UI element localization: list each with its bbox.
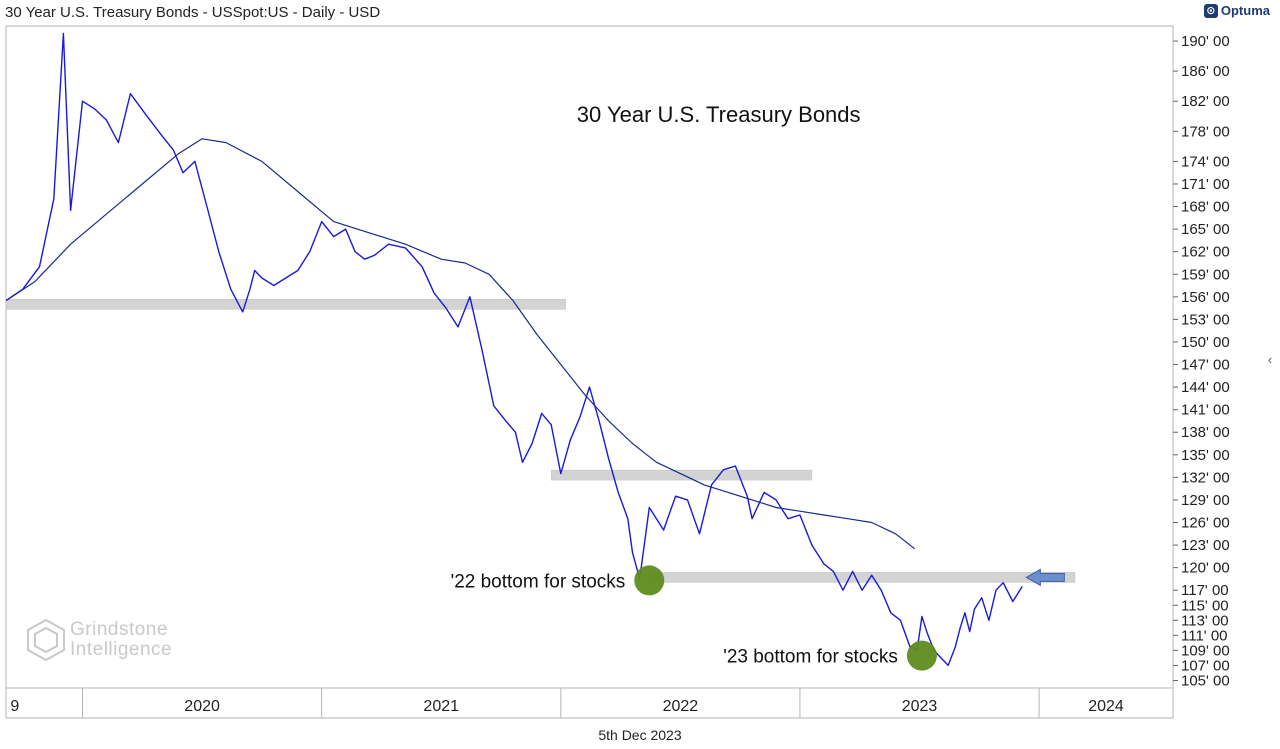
x-axis-label: 2023: [902, 698, 938, 715]
plot-frame: [5, 25, 1174, 719]
y-tick-label: 186' 00: [1181, 63, 1230, 80]
y-tick-label: 129' 00: [1181, 492, 1230, 509]
y-tick-label: 153' 00: [1181, 311, 1230, 328]
x-axis-label: 2021: [423, 698, 459, 715]
moving-average-line: [6, 138, 916, 550]
y-tick-label: 111' 00: [1181, 627, 1228, 644]
y-tick-label: 156' 00: [1181, 289, 1230, 306]
support-zone: [550, 469, 813, 481]
y-tick-label: 123' 00: [1181, 537, 1230, 554]
watermark: Grindstone Intelligence: [26, 618, 172, 662]
bottom-marker: [634, 565, 665, 596]
grindstone-logo-icon: [27, 618, 65, 662]
y-tick-label: 150' 00: [1181, 334, 1230, 351]
watermark-line2: Intelligence: [70, 639, 173, 660]
y-tick-label: 126' 00: [1181, 515, 1230, 532]
chart-title: 30 Year U.S. Treasury Bonds: [577, 102, 861, 127]
brand-logo: ⊙ Optuma: [1203, 3, 1270, 18]
annotation-label: '23 bottom for stocks: [723, 647, 898, 668]
y-tick-label: 135' 00: [1181, 447, 1230, 464]
y-tick-label: 168' 00: [1181, 199, 1230, 216]
y-tick-label: 190' 00: [1181, 33, 1230, 50]
y-tick-label: 147' 00: [1181, 357, 1230, 374]
y-tick-label: 171' 00: [1181, 176, 1230, 193]
x-axis-label: 9: [10, 698, 19, 715]
y-tick-label: 115' 00: [1181, 597, 1229, 614]
support-zone: [649, 572, 1076, 583]
y-tick-label: 141' 00: [1181, 402, 1230, 419]
y-tick-label: 105' 00: [1181, 672, 1230, 689]
chart-footer-date: 5th Dec 2023: [598, 727, 682, 743]
y-tick-label: 182' 00: [1181, 93, 1230, 110]
side-panel-toggle-icon[interactable]: ‹: [1267, 352, 1273, 367]
y-tick-label: 138' 00: [1181, 424, 1230, 441]
annotation-label: '22 bottom for stocks: [451, 571, 626, 592]
y-tick-label: 178' 00: [1181, 123, 1230, 140]
optuma-logo-icon: ⊙: [1203, 3, 1218, 18]
arrow-icon: [1025, 568, 1065, 587]
y-tick-label: 113' 00: [1181, 612, 1229, 629]
chart-header-title: 30 Year U.S. Treasury Bonds - USSpot:US …: [5, 4, 381, 21]
y-tick-label: 109' 00: [1181, 642, 1230, 659]
watermark-line1: Grindstone: [70, 619, 168, 640]
support-zone: [6, 299, 566, 310]
y-tick-label: 165' 00: [1181, 221, 1230, 238]
y-tick-label: 174' 00: [1181, 153, 1230, 170]
y-tick-label: 144' 00: [1181, 379, 1230, 396]
bottom-marker: [906, 640, 937, 671]
x-axis-label: 2020: [184, 698, 220, 715]
y-tick-label: 162' 00: [1181, 244, 1230, 261]
brand-name: Optuma: [1220, 3, 1270, 18]
y-tick-label: 132' 00: [1181, 469, 1230, 486]
y-tick-label: 107' 00: [1181, 657, 1230, 674]
y-tick-label: 120' 00: [1181, 560, 1230, 577]
y-tick-label: 117' 00: [1181, 582, 1229, 599]
x-axis-label: 2024: [1088, 698, 1124, 715]
x-axis-label: 2022: [663, 698, 699, 715]
y-tick-label: 159' 00: [1181, 266, 1230, 283]
